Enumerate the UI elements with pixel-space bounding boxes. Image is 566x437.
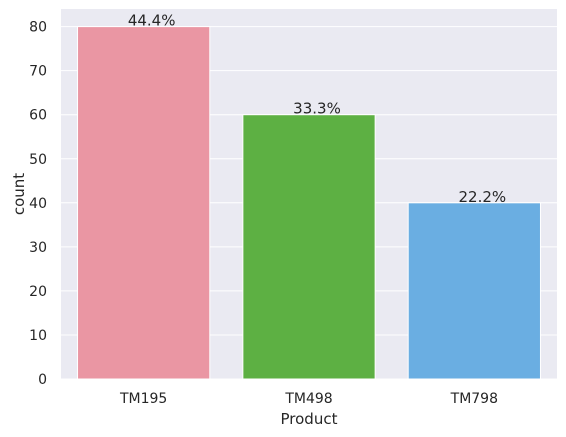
bar-value-label: 22.2% [459, 188, 507, 206]
x-tick-label: TM498 [284, 391, 332, 407]
y-tick-label: 0 [38, 372, 47, 388]
bars [77, 26, 541, 380]
bar-value-labels: 44.4% 33.3% 22.2% [128, 12, 506, 206]
y-tick-label: 10 [29, 328, 47, 344]
y-tick-labels: 0 10 20 30 40 50 60 70 80 [29, 20, 47, 388]
x-tick-label: TM195 [119, 391, 167, 407]
x-tick-label: TM798 [450, 391, 498, 407]
y-tick-label: 40 [29, 196, 47, 212]
y-axis-title: count [10, 173, 28, 215]
y-tick-label: 80 [29, 20, 47, 36]
y-tick-label: 70 [29, 64, 47, 80]
bar-value-label: 44.4% [128, 12, 176, 30]
y-tick-label: 60 [29, 108, 47, 124]
y-tick-label: 30 [29, 240, 47, 256]
bar-tm498 [242, 114, 376, 380]
y-tick-label: 20 [29, 284, 47, 300]
bar-tm798 [407, 202, 541, 380]
x-axis-title: Product [281, 410, 338, 428]
bar-value-label: 33.3% [293, 100, 341, 118]
bar-tm195 [77, 26, 211, 380]
y-tick-label: 50 [29, 152, 47, 168]
x-tick-labels: TM195 TM498 TM798 [119, 391, 498, 407]
